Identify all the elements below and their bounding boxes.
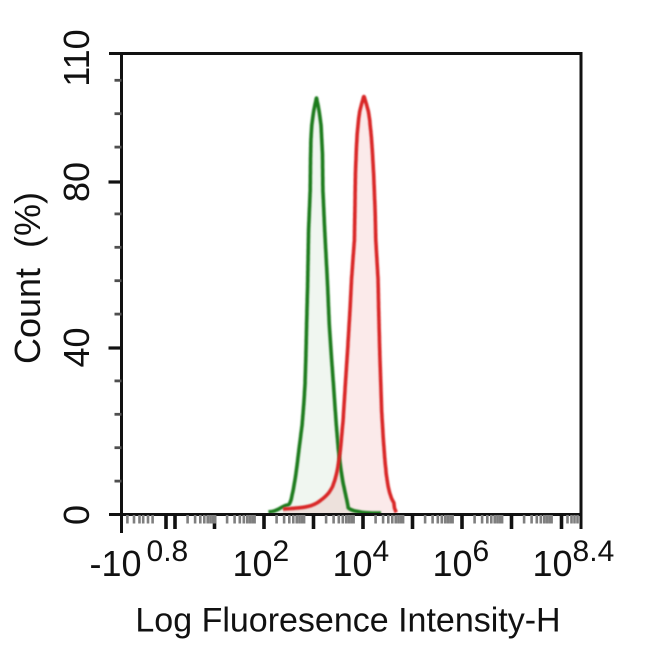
svg-text:-100.8: -10 0.8 — [90, 535, 189, 584]
svg-text:110: 110 — [56, 29, 97, 86]
svg-text:40: 40 — [56, 327, 97, 367]
svg-text:Log Fluoresence Intensity-H: Log Fluoresence Intensity-H — [135, 602, 560, 640]
svg-text:80: 80 — [56, 162, 97, 202]
svg-text:106: 106 — [433, 535, 490, 584]
svg-text:Count (%): Count (%) — [7, 192, 48, 364]
svg-text:0: 0 — [56, 505, 97, 525]
